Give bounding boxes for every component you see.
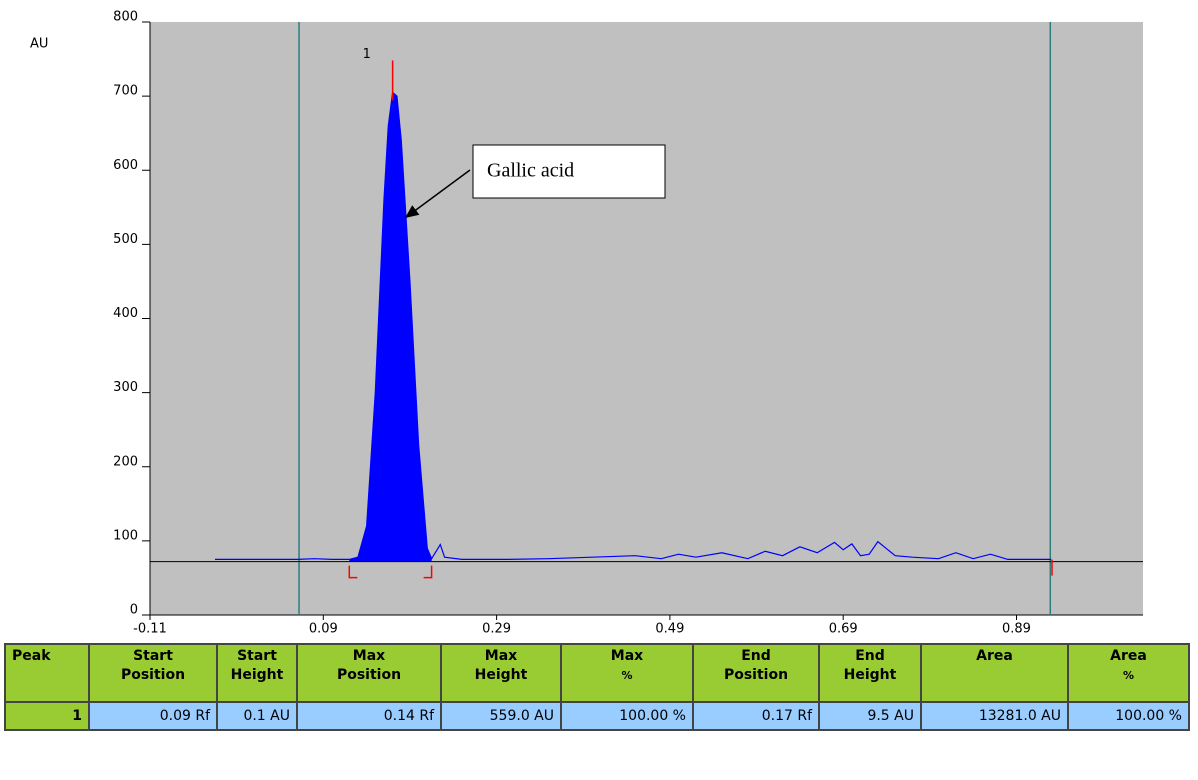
x-tick-label: -0.11 [133, 622, 167, 637]
data-cell: 100.00 % [560, 701, 694, 731]
peak-label: 1 [363, 47, 371, 62]
data-cell: 13281.0 AU [920, 701, 1069, 731]
integration-bracket [348, 565, 358, 579]
header-text: Max [484, 648, 518, 664]
annotation: Gallic acid [487, 160, 574, 182]
header-text: Max [610, 648, 644, 664]
data-cell: 1 [4, 701, 90, 731]
header-cell: Start Height [216, 643, 298, 703]
header-cell: Area [920, 643, 1069, 703]
header-text: Height [230, 667, 284, 683]
header-cell: Area% [1067, 643, 1190, 703]
y-tick-label: 100 [113, 528, 138, 543]
y-tick-label: 800 [113, 10, 138, 25]
header-cell: Start Position [88, 643, 218, 703]
header-text: End [741, 648, 771, 664]
plot-area [150, 22, 1143, 615]
header-row: Peak Start Position Start Height Max Position M… [4, 643, 1190, 703]
trace [214, 91, 1052, 561]
x-tick-label: 0.69 [829, 622, 858, 637]
header-text: Start [237, 648, 277, 664]
annotation-box [472, 144, 666, 199]
header-text: Start [133, 648, 173, 664]
header-cell: Max Position [296, 643, 442, 703]
data-cell: 0.09 Rf [88, 701, 218, 731]
data-cell: 0.14 Rf [296, 701, 442, 731]
x-tick-label: 0.09 [309, 622, 338, 637]
x-tick-label: 0.49 [655, 622, 684, 637]
data-cell: 559.0 AU [440, 701, 562, 731]
header-text: Height [843, 667, 897, 683]
data-cell: 0.1 AU [216, 701, 298, 731]
integration-bracket [423, 565, 433, 579]
header-text: Position [336, 667, 402, 683]
y-axis-label: AU [30, 37, 48, 52]
header-cell: Max% [560, 643, 694, 703]
y-tick-label: 700 [113, 84, 138, 99]
header-text: % [1122, 669, 1135, 682]
header-text: Height [474, 667, 528, 683]
x-tick-label: 0.29 [482, 622, 511, 637]
data-cell: 100.00 % [1067, 701, 1190, 731]
y-tick-label: 200 [113, 454, 138, 469]
header-cell: End Height [818, 643, 922, 703]
peak-area [349, 92, 432, 562]
chart: AU Rf 0100200300400500600700800-0.110.09… [30, 10, 1143, 637]
data-cell: 9.5 AU [818, 701, 922, 731]
y-tick-label: 400 [113, 306, 138, 321]
header-cell: Peak [4, 643, 90, 703]
header-text: Peak [12, 648, 51, 664]
x-tick-label: 0.89 [1002, 622, 1031, 637]
header-text: % [621, 669, 633, 682]
header-text: Position [120, 667, 186, 683]
annotation-arrow [404, 169, 471, 219]
header-text: End [855, 648, 885, 664]
data-cell: 0.17 Rf [692, 701, 820, 731]
data-row: 1 0.09 Rf 0.1 AU 0.14 Rf 559.0 AU 100.00 % 0.1… [4, 701, 1190, 731]
y-tick-label: 300 [113, 380, 138, 395]
y-tick-label: 0 [130, 603, 138, 618]
header-text: Area [1110, 648, 1147, 664]
y-tick-label: 500 [113, 232, 138, 247]
peak-table: Peak Start Position Start Height Max Position M… [4, 643, 1190, 731]
header-text: Max [352, 648, 386, 664]
header-cell: End Position [692, 643, 820, 703]
y-tick-label: 600 [113, 158, 138, 173]
header-cell: Max Height [440, 643, 562, 703]
header-text: Position [723, 667, 789, 683]
header-text: Area [976, 648, 1013, 664]
